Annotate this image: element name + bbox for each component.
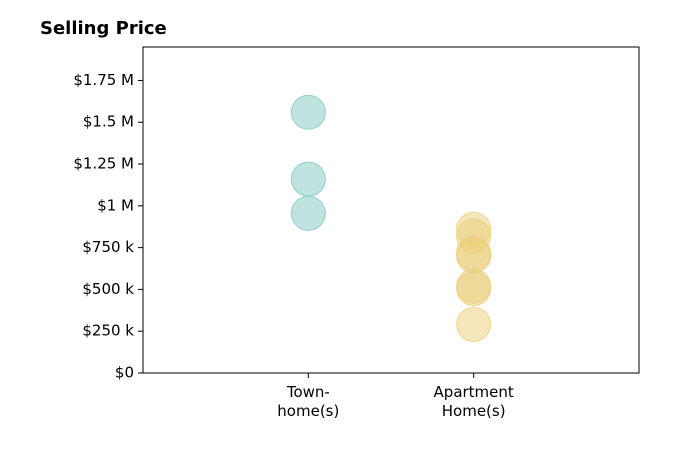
point [456, 238, 492, 274]
y-tick-label: $250 k [82, 322, 134, 340]
y-tick-label: $500 k [82, 280, 134, 298]
y-tick-label: $1.5 M [83, 113, 134, 131]
chart-title: Selling Price [40, 18, 167, 39]
y-tick-label: $1 M [97, 196, 134, 214]
point [290, 195, 326, 231]
x-tick-label: Apartment Home(s) [434, 383, 514, 420]
point [290, 161, 326, 197]
y-tick-label: $750 k [82, 238, 134, 256]
y-tick-label: $1.25 M [73, 155, 134, 173]
plot-frame [142, 46, 640, 374]
point [290, 94, 326, 130]
y-tick-label: $1.75 M [73, 71, 134, 89]
point [456, 271, 492, 307]
x-tick-label: Town-home(s) [277, 383, 339, 420]
y-tick-label: $0 [115, 364, 134, 382]
point [456, 307, 492, 343]
